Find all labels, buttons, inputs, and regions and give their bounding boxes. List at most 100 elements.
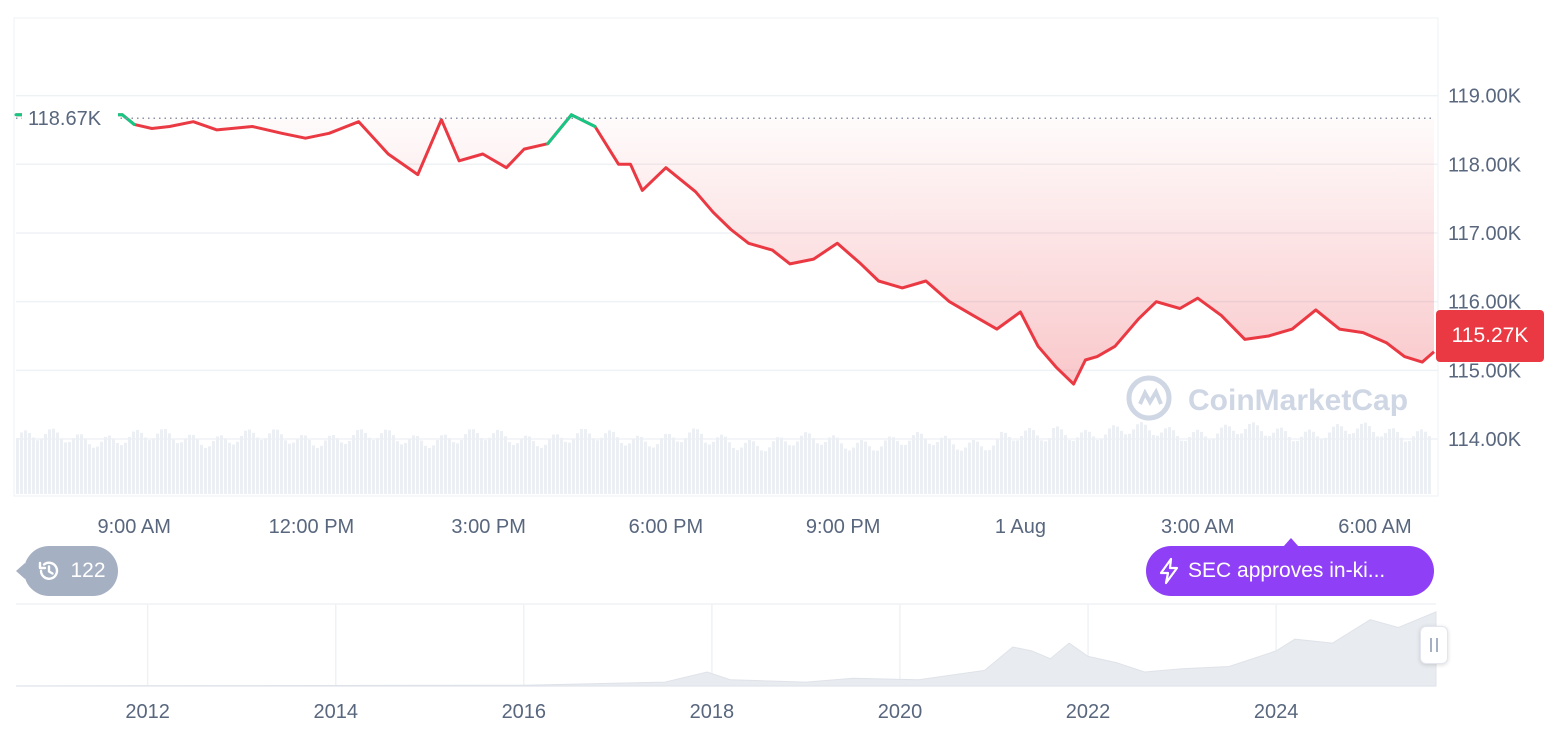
volume-bar [1096, 440, 1099, 494]
volume-bar [360, 429, 363, 494]
volume-bar [144, 437, 147, 494]
volume-bar [304, 435, 307, 494]
volume-bar [1192, 432, 1195, 494]
volume-bar [924, 438, 927, 494]
volume-bar [788, 445, 791, 494]
volume-bar [796, 441, 799, 494]
x-tick-label: 12:00 PM [269, 516, 355, 538]
volume-bar [1180, 440, 1183, 494]
volume-bar [888, 436, 891, 494]
volume-bar [1356, 428, 1359, 494]
volume-bar [1100, 439, 1103, 494]
news-event-button[interactable]: SEC approves in-ki... [1146, 546, 1434, 596]
volume-bar [624, 445, 627, 494]
volume-bar [1112, 425, 1115, 494]
volume-bar [384, 429, 387, 494]
volume-bar [1236, 434, 1239, 494]
reference-label-bg [22, 105, 118, 132]
volume-bar [716, 437, 719, 494]
volume-bar [968, 442, 971, 494]
volume-bar [792, 445, 795, 494]
volume-bar [20, 432, 23, 494]
volume-bar [52, 428, 55, 494]
x-tick-label: 6:00 PM [629, 516, 703, 538]
volume-bar [448, 438, 451, 494]
volume-bar [1420, 429, 1423, 494]
volume-bar [756, 445, 759, 494]
volume-bar [1056, 426, 1059, 494]
volume-bar [752, 441, 755, 494]
volume-bar [932, 444, 935, 494]
volume-bar [772, 441, 775, 494]
volume-bar [572, 439, 575, 494]
volume-bar [1012, 440, 1015, 494]
volume-bar [980, 446, 983, 494]
volume-bar [1052, 428, 1055, 494]
volume-bar [784, 441, 787, 494]
volume-bar [844, 448, 847, 494]
volume-bar [1188, 437, 1191, 494]
volume-bar [1300, 436, 1303, 494]
volume-bar [992, 445, 995, 494]
coinmarketcap-logo-icon [1126, 375, 1172, 421]
volume-bar [96, 446, 99, 494]
volume-bar [336, 438, 339, 494]
volume-bar [960, 450, 963, 494]
volume-bar [1228, 426, 1231, 494]
volume-bar [1320, 439, 1323, 494]
volume-bar [112, 438, 115, 494]
volume-bar [1064, 435, 1067, 494]
volume-bar [244, 430, 247, 494]
volume-bar [1128, 433, 1131, 494]
volume-bar [288, 443, 291, 494]
volume-bar [736, 449, 739, 494]
navigator-tick-label: 2016 [502, 701, 547, 723]
volume-bar [732, 447, 735, 494]
volume-bar [700, 433, 703, 494]
volume-bar [320, 445, 323, 494]
volume-bar [900, 444, 903, 494]
history-button[interactable]: 122 [16, 546, 118, 596]
volume-bar [156, 433, 159, 494]
volume-bar [1352, 433, 1355, 494]
volume-bar [1232, 430, 1235, 494]
volume-bar [852, 447, 855, 494]
volume-bar [276, 429, 279, 494]
volume-bar [740, 447, 743, 494]
volume-bar [24, 430, 27, 494]
navigator-tick-label: 2024 [1254, 701, 1299, 723]
volume-bar [920, 433, 923, 494]
volume-bar [460, 439, 463, 494]
volume-bar [1276, 428, 1279, 494]
volume-bar [1020, 436, 1023, 494]
volume-bar [1144, 424, 1147, 494]
volume-bar [1360, 423, 1363, 494]
navigator-right-handle[interactable] [1420, 626, 1448, 664]
volume-bar [68, 441, 71, 494]
volume-bar [884, 440, 887, 494]
volume-bar [1124, 434, 1127, 494]
navigator-tick-label: 2018 [690, 701, 735, 723]
volume-bar [548, 439, 551, 494]
volume-bar [1000, 431, 1003, 494]
volume-bar [1120, 430, 1123, 494]
volume-bar [240, 435, 243, 494]
volume-bar [1172, 430, 1175, 494]
range-navigator[interactable]: 2012 2014 2016 2018 2020 2022 2024 [15, 603, 1437, 723]
volume-bar [480, 437, 483, 494]
volume-bar [348, 440, 351, 494]
volume-bar [280, 434, 283, 494]
volume-bar [1252, 422, 1255, 494]
volume-bar [132, 431, 135, 494]
volume-bar [1244, 428, 1247, 494]
volume-bar [708, 444, 711, 494]
volume-bar [436, 439, 439, 494]
navigator-tick-label: 2014 [313, 701, 358, 723]
volume-bar [1376, 436, 1379, 494]
volume-bar [868, 446, 871, 494]
volume-bar [340, 442, 343, 494]
volume-bar [1072, 440, 1075, 494]
volume-bar [588, 433, 591, 494]
volume-bar [996, 439, 999, 494]
volume-bar [368, 437, 371, 494]
